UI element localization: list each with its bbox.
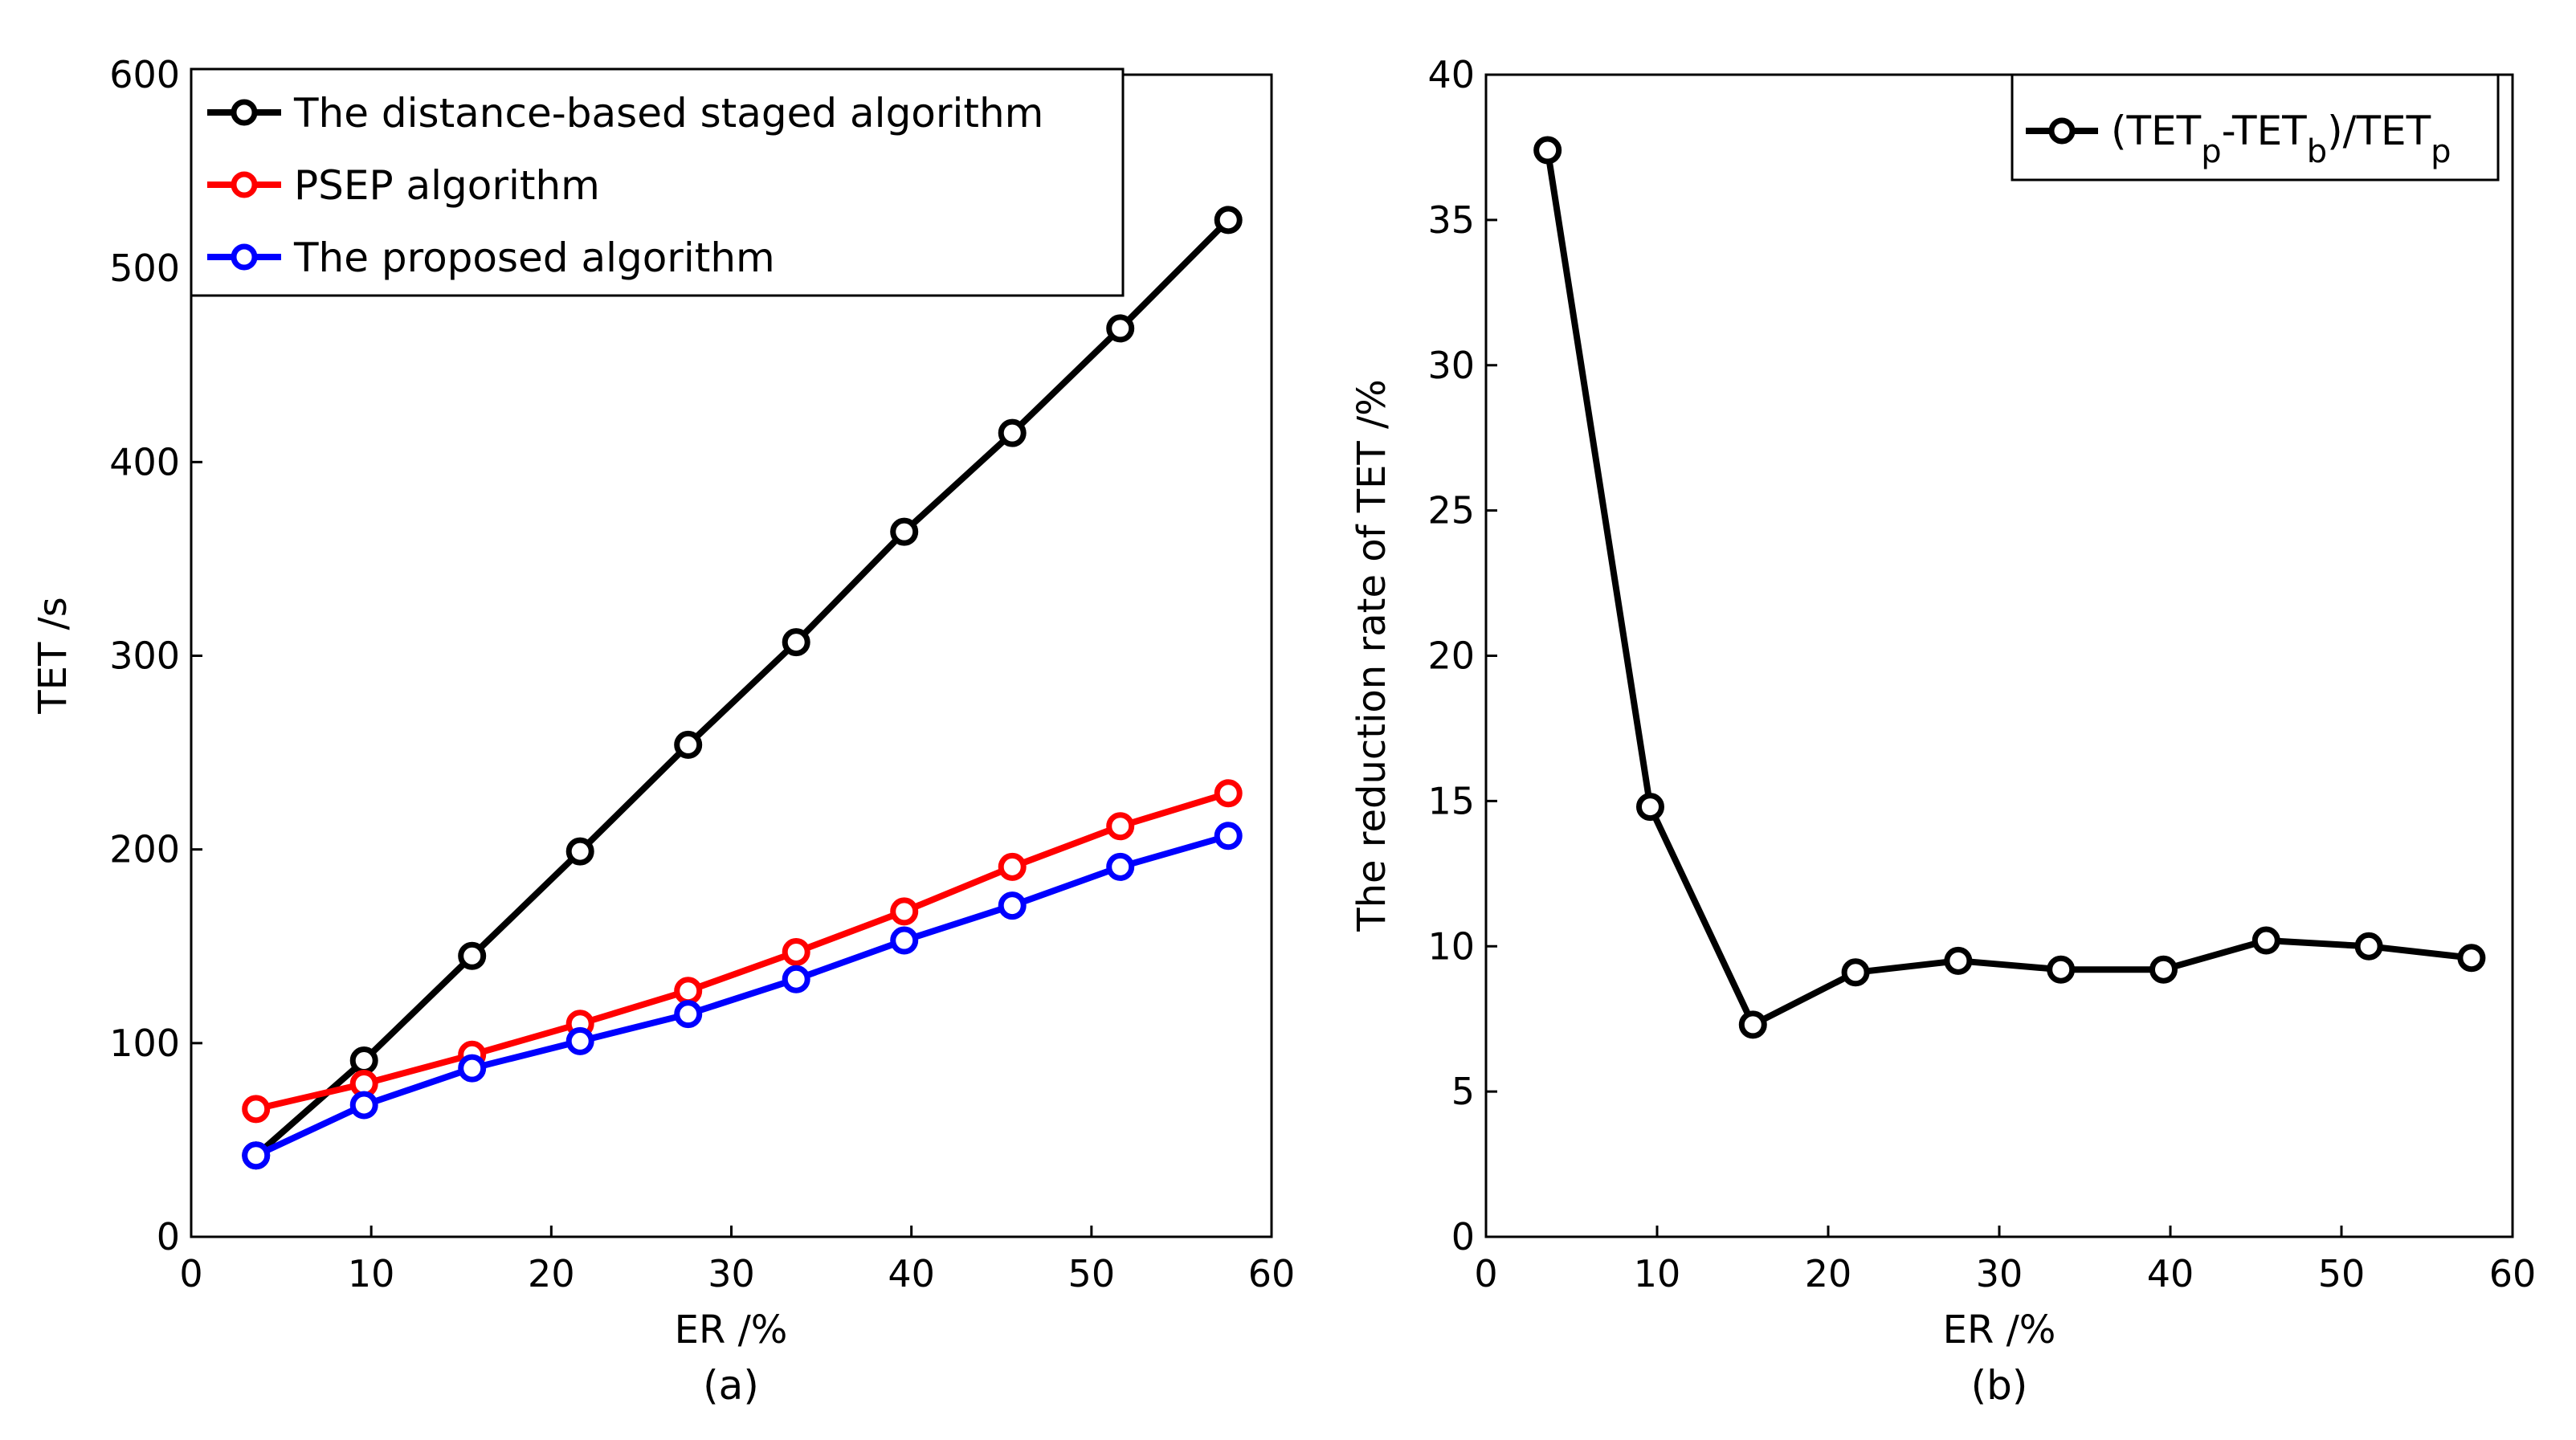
- legend-item-proposed: The proposed algorithm: [207, 235, 775, 281]
- legend-label-proposed: The proposed algorithm: [293, 235, 775, 281]
- panel-a-series-2-point: [998, 891, 1027, 920]
- panel-a-series-0-point: [674, 730, 703, 759]
- legend-label-psep: PSEP algorithm: [294, 162, 600, 209]
- legend-label-distance-staged: The distance-based staged algorithm: [293, 90, 1043, 137]
- panel-b-series-0-point: [2047, 955, 2076, 984]
- panel-a-series-2-point: [782, 965, 810, 993]
- panel-a-series-1-point: [782, 937, 810, 966]
- panel-b-y-tick-label: 40: [1427, 53, 1475, 96]
- panel-b-series-0-point: [2149, 955, 2178, 984]
- panel-b-y-tick-label: 10: [1427, 924, 1475, 968]
- panel-b-series-0-line: [1544, 149, 2472, 1028]
- panel-a-series-0-point: [1214, 206, 1243, 235]
- panel-a-series-2-point: [890, 926, 919, 955]
- panel-b-y-tick-label: 25: [1427, 489, 1475, 532]
- panel-a-x-axis-title: ER /%: [675, 1307, 788, 1352]
- panel-a-series-2-point: [565, 1026, 594, 1055]
- panel-b-legend: (TETp-TETb)/TETp: [2011, 73, 2500, 182]
- panel-b-x-tick-label: 0: [1474, 1252, 1497, 1295]
- panel-b-x-tick-label: 30: [1976, 1252, 2023, 1295]
- panel-a-legend: The distance-based staged algorithm PSEP…: [190, 67, 1125, 297]
- panel-a-series-2-point: [242, 1141, 271, 1170]
- panel-b-y-tick-label: 15: [1427, 779, 1475, 822]
- panel-b-y-tick-label: 20: [1427, 634, 1475, 678]
- panel-a-series-2-point: [1106, 852, 1135, 881]
- panel-b-series-0-point: [2457, 944, 2486, 973]
- panel-a-series-0-point: [565, 837, 594, 866]
- panel-a-y-tick-label: 0: [157, 1215, 180, 1258]
- panel-b-caption: (b): [1971, 1362, 2028, 1409]
- panel-a-series-0-point: [458, 941, 487, 970]
- panel-a-series-2-point: [458, 1054, 487, 1083]
- legend-item-psep: PSEP algorithm: [207, 162, 600, 209]
- panel-a-series-2-point: [1214, 822, 1243, 851]
- panel-b-y-tick-label: 30: [1427, 344, 1475, 387]
- panel-a-series: [242, 206, 1243, 1170]
- panel-a-series-0-point: [998, 418, 1027, 447]
- panel-b-y-tick-label: 35: [1427, 198, 1475, 242]
- panel-b-series-0-point: [1841, 958, 1870, 987]
- panel-b-y-axis-title: The reduction rate of TET /%: [1349, 379, 1394, 932]
- panel-a-x-tick-label: 60: [1248, 1252, 1296, 1295]
- panel-a-x-tick-label: 40: [888, 1252, 935, 1295]
- panel-a-series-2-point: [349, 1091, 378, 1120]
- panel-a-y-tick-label: 400: [109, 440, 180, 483]
- panel-a-y-tick-label: 200: [109, 828, 180, 871]
- panel-a-y-tick-label: 300: [109, 634, 180, 678]
- panel-a-series-1-point: [242, 1095, 271, 1124]
- panel-b-x-tick-label: 40: [2147, 1252, 2194, 1295]
- panel-a-legend-box: [190, 67, 1125, 297]
- panel-b-series: [1533, 136, 2486, 1039]
- panel-a-series-2-line: [255, 832, 1230, 1159]
- panel-a-x-tick-label: 0: [179, 1252, 202, 1295]
- panel-a-x-tick-label: 10: [348, 1252, 395, 1295]
- panel-a-series-1-line: [255, 789, 1230, 1112]
- panel-a-series-1-point: [998, 852, 1027, 881]
- panel-b-series-0-point: [1533, 136, 1562, 165]
- panel-a-series-0-line: [254, 218, 1231, 1158]
- panel-a-series-1-point: [1214, 779, 1243, 808]
- panel-a-series-0-point: [782, 628, 810, 657]
- legend-item-distance-staged: The distance-based staged algorithm: [207, 90, 1043, 137]
- panel-b-series-0-point: [1635, 793, 1664, 822]
- panel-b-y-tick-label: 5: [1451, 1070, 1475, 1113]
- panel-b-ticks: 0 10 20 30 40 50 60 0 5 10 15 20 25 30 35 40: [1427, 53, 2536, 1295]
- panel-a-y-axis-title: TET /s: [31, 597, 76, 714]
- panel-b-series-0-point: [2251, 926, 2280, 955]
- panel-a-series-0-point: [1106, 314, 1135, 343]
- panel-a-x-tick-label: 50: [1068, 1252, 1116, 1295]
- panel-a-x-tick-label: 20: [528, 1252, 575, 1295]
- panel-b-y-tick-label: 0: [1451, 1215, 1475, 1258]
- panel-b-x-tick-label: 60: [2489, 1252, 2537, 1295]
- panel-b-x-tick-label: 50: [2318, 1252, 2366, 1295]
- panel-b-chart: 0 10 20 30 40 50 60 0 5 10 15 20 25 30 35 40 (TETp-TETb…: [1349, 53, 2536, 1409]
- panel-a-series-1-point: [1106, 812, 1135, 841]
- panel-a-y-tick-label: 500: [109, 247, 180, 290]
- panel-b-legend-box: [2011, 73, 2500, 182]
- panel-b-legend-label: (TETp-TETb)/TETp: [2111, 108, 2451, 170]
- panel-a-series-0-point: [890, 517, 919, 546]
- panel-b-x-axis-title: ER /%: [1943, 1307, 2056, 1352]
- panel-a-y-tick-label: 100: [109, 1022, 180, 1065]
- panel-b-series-0-point: [2354, 932, 2383, 961]
- panel-b-x-tick-label: 20: [1805, 1252, 1852, 1295]
- panel-a-x-tick-label: 30: [708, 1252, 755, 1295]
- panel-a-y-tick-label: 600: [109, 53, 180, 96]
- panel-a-series-0-point: [349, 1046, 378, 1075]
- panel-b-series-0-point: [1738, 1010, 1767, 1039]
- panel-a-caption: (a): [703, 1362, 759, 1409]
- panel-a-series-1-point: [674, 977, 703, 1006]
- panel-b-series-0-point: [1944, 946, 1973, 975]
- panel-b-x-tick-label: 10: [1634, 1252, 1681, 1295]
- panel-b-plot-area: [1484, 73, 2514, 1238]
- panel-a-series-2-point: [674, 1000, 703, 1029]
- panel-a-series-1-point: [890, 897, 919, 926]
